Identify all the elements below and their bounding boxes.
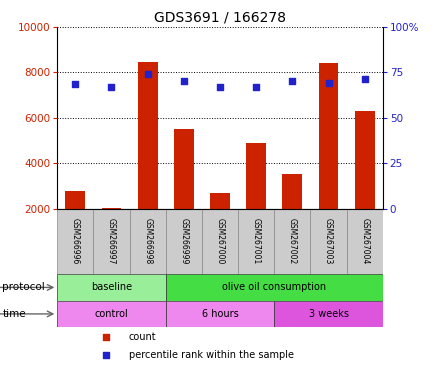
Point <box>253 84 260 90</box>
Bar <box>238 209 274 274</box>
Bar <box>129 209 166 274</box>
Text: count: count <box>129 332 157 342</box>
Bar <box>282 174 302 209</box>
Point <box>289 78 296 84</box>
Bar <box>66 190 85 209</box>
Point <box>59 352 66 358</box>
Text: protocol: protocol <box>2 282 45 293</box>
Bar <box>57 209 93 274</box>
Bar <box>166 274 383 301</box>
Bar <box>57 301 166 327</box>
Bar <box>166 209 202 274</box>
Point <box>72 81 79 87</box>
Point <box>361 76 368 82</box>
Text: olive oil consumption: olive oil consumption <box>222 282 326 293</box>
Bar <box>210 193 230 209</box>
Text: GSM266999: GSM266999 <box>180 218 188 265</box>
Bar <box>57 274 166 301</box>
Text: 6 hours: 6 hours <box>202 309 238 319</box>
Text: GSM267003: GSM267003 <box>324 218 333 265</box>
Point <box>59 334 66 340</box>
Text: time: time <box>2 309 26 319</box>
Bar <box>355 111 375 209</box>
Point <box>108 84 115 90</box>
Bar <box>102 208 121 209</box>
Bar <box>138 62 158 209</box>
Text: GSM267004: GSM267004 <box>360 218 369 265</box>
Bar <box>166 301 274 327</box>
Point <box>180 78 187 84</box>
Title: GDS3691 / 166278: GDS3691 / 166278 <box>154 10 286 24</box>
Bar <box>174 129 194 209</box>
Text: 3 weeks: 3 weeks <box>308 309 348 319</box>
Text: GSM267002: GSM267002 <box>288 218 297 265</box>
Bar <box>319 63 338 209</box>
Bar <box>246 143 266 209</box>
Text: percentile rank within the sample: percentile rank within the sample <box>129 350 294 360</box>
Bar <box>311 209 347 274</box>
Text: baseline: baseline <box>91 282 132 293</box>
Point <box>144 70 151 76</box>
Bar <box>93 209 129 274</box>
Bar <box>274 301 383 327</box>
Bar <box>202 209 238 274</box>
Text: GSM266998: GSM266998 <box>143 218 152 265</box>
Text: GSM266997: GSM266997 <box>107 218 116 265</box>
Point <box>325 79 332 86</box>
Text: control: control <box>95 309 128 319</box>
Text: GSM267000: GSM267000 <box>216 218 224 265</box>
Bar <box>274 209 311 274</box>
Bar <box>347 209 383 274</box>
Point <box>216 84 224 90</box>
Text: GSM267001: GSM267001 <box>252 218 260 265</box>
Text: GSM266996: GSM266996 <box>71 218 80 265</box>
